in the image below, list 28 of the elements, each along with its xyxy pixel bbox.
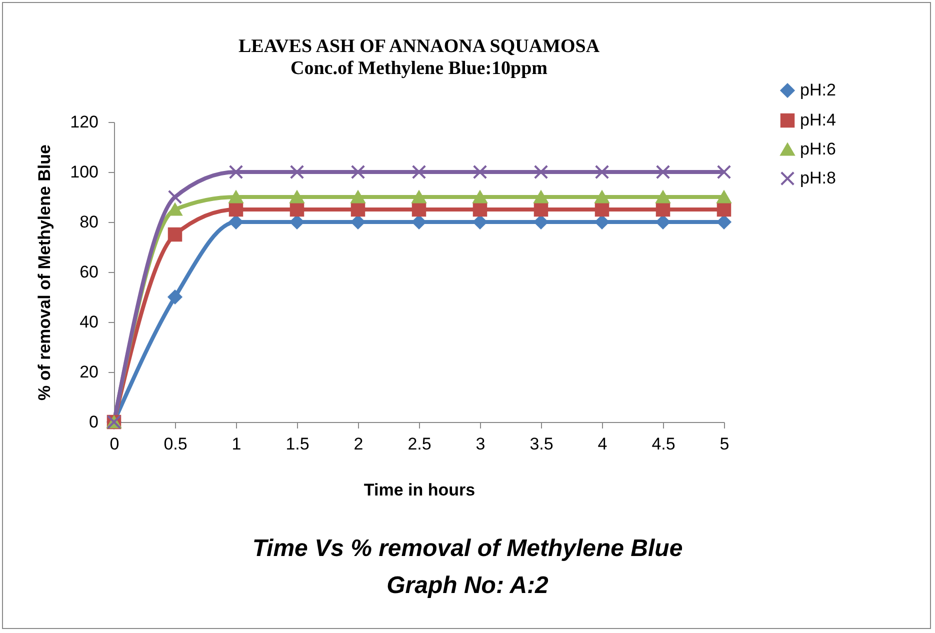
chart-title: LEAVES ASH OF ANNAONA SQUAMOSA — [238, 36, 600, 57]
text: Time Vs % removal of Methylene Blue — [251, 534, 684, 564]
x-tick-label: 4 — [598, 434, 608, 454]
y-tick-label: 0 — [89, 412, 98, 432]
legend-label: pH:8 — [800, 168, 836, 188]
y-tick-label: 40 — [80, 312, 98, 332]
chart-subtitle: Conc.of Methylene Blue:10ppm — [290, 58, 548, 79]
y-tick-label: 80 — [80, 212, 98, 232]
x-tick-label: 2.5 — [408, 434, 432, 454]
x-tick-label: 4.5 — [652, 434, 676, 454]
legend-label: pH:6 — [800, 140, 836, 158]
x-tick-label: 3 — [476, 434, 486, 454]
y-tick-label: 100 — [70, 162, 98, 182]
x-tick-label: 1 — [232, 434, 242, 454]
y-tick-label: 20 — [80, 362, 98, 382]
legend-label: pH:2 — [800, 80, 836, 100]
x-tick-label: 0 — [110, 434, 120, 454]
y-tick-label: 120 — [70, 112, 98, 132]
x-tick-label: 2 — [354, 434, 364, 454]
legend-label: pH:4 — [800, 110, 836, 130]
x-tick-label: 5 — [720, 434, 730, 454]
x-axis-title: Time in hours — [364, 480, 476, 500]
y-tick-label: 60 — [80, 262, 98, 282]
x-tick-label: 1.5 — [286, 434, 310, 454]
x-tick-label: 0.5 — [164, 434, 188, 454]
x-tick-label: 3.5 — [530, 434, 554, 454]
y-axis-title: % of removal of Methylene Blue — [35, 144, 54, 400]
text: Graph No: A:2 — [386, 571, 550, 601]
